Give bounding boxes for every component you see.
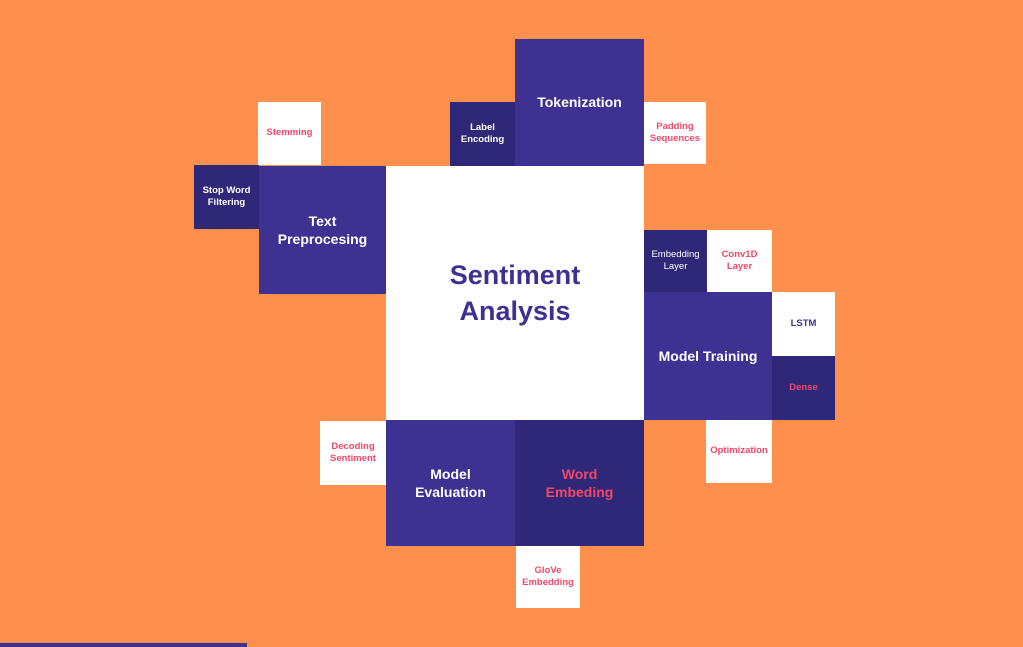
center-sentiment-analysis: Sentiment Analysis — [386, 166, 644, 420]
node-optimization: Optimization — [706, 420, 772, 483]
node-model-evaluation: Model Evaluation — [386, 420, 515, 546]
node-dense: Dense — [772, 356, 835, 420]
node-text-preprocessing: Text Preprocesing — [259, 166, 386, 294]
node-word-embedding: Word Embeding — [515, 420, 644, 546]
node-label-encoding: Label Encoding — [450, 102, 515, 166]
node-tokenization: Tokenization — [515, 39, 644, 166]
node-embedding-layer: Embedding Layer — [644, 230, 707, 292]
node-model-training: Model Training — [644, 292, 772, 420]
node-decoding-sentiment: Decoding Sentiment — [320, 421, 386, 485]
node-conv1d-layer: Conv1D Layer — [707, 230, 772, 292]
node-stop-word-filtering: Stop Word Filtering — [194, 165, 259, 229]
node-glove-embedding: GloVe Embedding — [516, 546, 580, 608]
node-padding-sequences: Padding Sequences — [644, 102, 706, 164]
bottom-accent-bar — [0, 643, 247, 647]
node-stemming: Stemming — [258, 102, 321, 165]
node-lstm: LSTM — [772, 292, 835, 356]
